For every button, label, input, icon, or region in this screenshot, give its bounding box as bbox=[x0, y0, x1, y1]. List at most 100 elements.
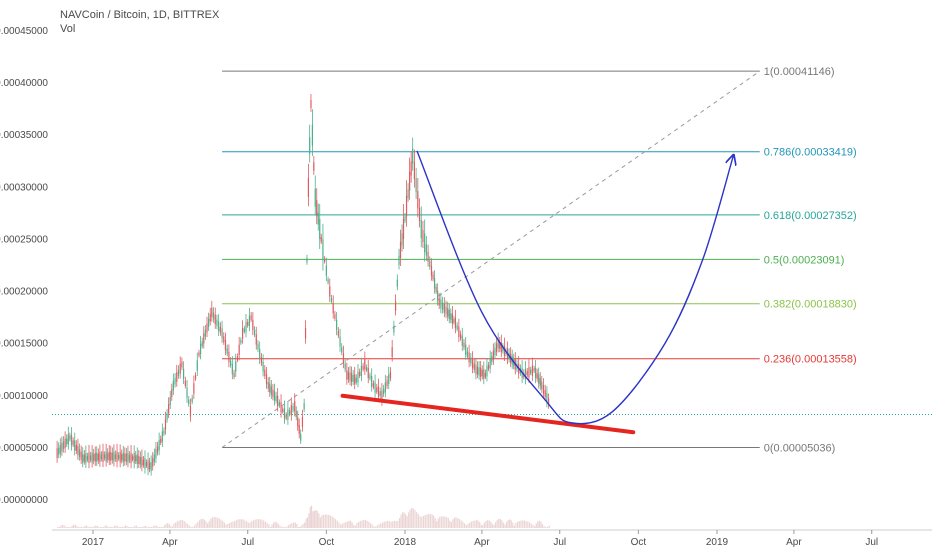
candle-body bbox=[270, 386, 272, 395]
volume-bar bbox=[213, 517, 215, 528]
volume-bar bbox=[251, 521, 253, 528]
candle-body bbox=[223, 336, 225, 343]
volume-bar bbox=[306, 517, 309, 528]
candle-body bbox=[88, 452, 90, 464]
volume-bar bbox=[408, 512, 410, 528]
volume-bar bbox=[124, 525, 127, 528]
candle-body bbox=[111, 452, 113, 461]
volume-bar bbox=[90, 527, 92, 528]
volume-bar bbox=[419, 516, 421, 528]
candle-body bbox=[75, 444, 77, 451]
volume-bar bbox=[515, 522, 517, 528]
candle-body bbox=[533, 368, 535, 372]
volume-bar bbox=[178, 520, 180, 528]
candle-body bbox=[135, 455, 137, 462]
volume-bar bbox=[144, 525, 147, 528]
volume-bar bbox=[220, 519, 222, 528]
candle-body bbox=[221, 328, 223, 339]
candle-body bbox=[548, 398, 550, 406]
candle-body bbox=[265, 374, 268, 384]
volume-bar bbox=[249, 522, 251, 528]
volume-bar bbox=[65, 526, 67, 528]
volume-bar bbox=[433, 515, 435, 528]
candle-body bbox=[147, 459, 149, 471]
candle-body bbox=[309, 137, 311, 155]
candle-body bbox=[412, 148, 414, 164]
candle-body bbox=[179, 363, 181, 374]
volume-bar bbox=[173, 523, 175, 528]
support-line bbox=[340, 393, 636, 435]
volume-bar bbox=[361, 520, 363, 528]
volume-bar bbox=[518, 521, 520, 528]
candle-body bbox=[528, 367, 530, 378]
candle-body bbox=[440, 299, 442, 309]
volume-bar bbox=[71, 525, 73, 528]
volume-bar bbox=[546, 526, 549, 528]
y-tick-label: 0.00030000 bbox=[0, 182, 48, 193]
candle-body bbox=[142, 459, 145, 466]
volume-bar bbox=[99, 527, 102, 528]
candle-body bbox=[172, 380, 174, 391]
candle-body bbox=[307, 177, 310, 197]
candle-body bbox=[461, 335, 463, 346]
volume-bar bbox=[522, 520, 524, 528]
candle-body bbox=[100, 454, 103, 460]
volume-bar bbox=[77, 527, 80, 528]
fib-level-label: 0.382(0.00018830) bbox=[764, 299, 857, 311]
candle-body bbox=[277, 395, 279, 407]
candle-body bbox=[304, 328, 307, 339]
volume-bar bbox=[148, 527, 150, 528]
volume-bar bbox=[143, 526, 145, 528]
candle-body bbox=[404, 216, 406, 221]
candle-body bbox=[259, 349, 261, 360]
volume-bar bbox=[510, 520, 512, 528]
volume-bar bbox=[74, 524, 76, 528]
volume-bar bbox=[106, 525, 108, 528]
candle-body bbox=[432, 274, 434, 280]
volume-bar bbox=[277, 524, 279, 528]
candle-body bbox=[66, 438, 68, 445]
volume-bar bbox=[460, 520, 462, 528]
volume-bar bbox=[329, 515, 331, 528]
candle-body bbox=[108, 451, 110, 461]
candle-body bbox=[535, 367, 537, 378]
volume-bar bbox=[293, 522, 295, 528]
candle-body bbox=[91, 452, 93, 463]
volume-bar bbox=[422, 515, 425, 528]
volume-bar bbox=[167, 523, 169, 528]
volume-bar bbox=[76, 525, 78, 528]
volume-bar bbox=[254, 519, 256, 528]
chart-title: NAVCoin / Bitcoin, 1D, BITTREX bbox=[60, 9, 220, 21]
volume-bar bbox=[195, 523, 197, 528]
candle-body bbox=[124, 453, 126, 462]
candle-body bbox=[102, 451, 104, 462]
volume-bar bbox=[227, 524, 229, 528]
volume-bar bbox=[417, 514, 420, 528]
candle-body bbox=[433, 278, 436, 289]
indicator-label: Vol bbox=[60, 23, 76, 35]
candle-body bbox=[128, 455, 131, 461]
candle-body bbox=[317, 212, 319, 225]
candle-body bbox=[193, 383, 195, 394]
volume-bar bbox=[261, 519, 263, 528]
candle-body bbox=[269, 383, 271, 393]
candle-body bbox=[158, 440, 160, 451]
volume-bar bbox=[157, 526, 159, 528]
candle-body bbox=[260, 357, 262, 364]
volume-bar bbox=[69, 527, 72, 528]
candle-body bbox=[231, 363, 233, 375]
candle-body bbox=[94, 452, 96, 462]
volume-bar bbox=[442, 516, 444, 528]
candle-body bbox=[541, 381, 543, 390]
candle-body bbox=[355, 377, 357, 383]
candle-body bbox=[478, 367, 480, 376]
volume-bar bbox=[548, 525, 550, 528]
candle-body bbox=[174, 377, 176, 385]
candle-body bbox=[459, 333, 462, 339]
volume-bar bbox=[281, 526, 283, 528]
candle-body bbox=[255, 334, 257, 345]
candle-body bbox=[228, 351, 230, 363]
candle-body bbox=[61, 442, 63, 452]
candle-body bbox=[544, 390, 546, 398]
